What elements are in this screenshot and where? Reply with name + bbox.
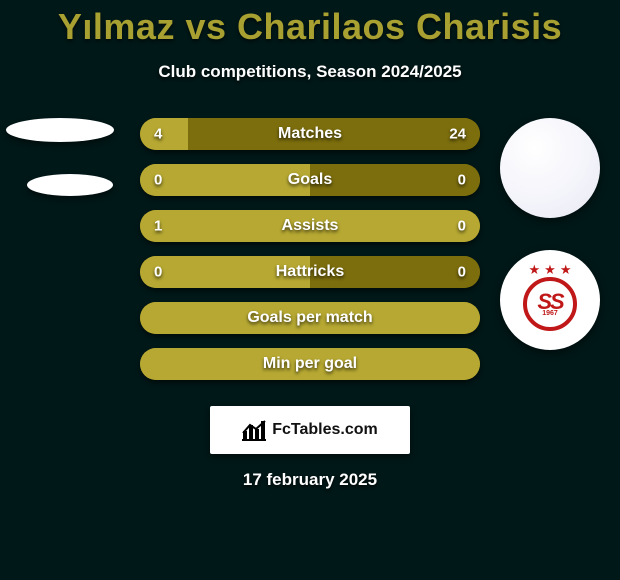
- club-badge: ★★★ SS 1967: [500, 250, 600, 350]
- stat-label: Matches: [278, 125, 342, 143]
- stat-row: 0 0 Goals: [140, 164, 480, 196]
- stat-value-left: 0: [154, 264, 162, 281]
- player-avatar-placeholder: [6, 118, 114, 142]
- stat-value-left: 0: [154, 172, 162, 189]
- stat-label: Goals per match: [247, 309, 372, 327]
- stat-row: Goals per match: [140, 302, 480, 334]
- badge-shield: SS 1967: [523, 277, 577, 331]
- left-player-column: [0, 118, 120, 196]
- stat-label: Goals: [288, 171, 332, 189]
- brand-logo[interactable]: FcTables.com: [210, 406, 410, 454]
- club-avatar-placeholder: [27, 174, 113, 196]
- date-label: 17 february 2025: [0, 470, 620, 490]
- stat-value-right: 24: [449, 126, 466, 143]
- page-title: Yılmaz vs Charilaos Charisis: [0, 0, 620, 48]
- stat-value-right: 0: [458, 264, 466, 281]
- comparison-area: 4 24 Matches 0 0 Goals 1 0 Assists 0 0 Hattricks Goa…: [0, 118, 620, 398]
- right-player-column: ★★★ SS 1967: [490, 118, 610, 350]
- brand-name: FcTables.com: [272, 421, 378, 439]
- stat-row: 0 0 Hattricks: [140, 256, 480, 288]
- stat-value-left: 1: [154, 218, 162, 235]
- stat-row: Min per goal: [140, 348, 480, 380]
- stat-label: Assists: [282, 217, 339, 235]
- stat-row: 1 0 Assists: [140, 210, 480, 242]
- stat-value-right: 0: [458, 172, 466, 189]
- chart-icon: [242, 419, 266, 441]
- stat-fill-left: [140, 164, 310, 196]
- stat-value-left: 4: [154, 126, 162, 143]
- badge-year: 1967: [542, 310, 558, 317]
- badge-stars: ★★★: [529, 262, 572, 278]
- subtitle: Club competitions, Season 2024/2025: [0, 62, 620, 82]
- stat-row: 4 24 Matches: [140, 118, 480, 150]
- stat-fill-left: [140, 118, 188, 150]
- stat-label: Min per goal: [263, 355, 357, 373]
- stats-bars: 4 24 Matches 0 0 Goals 1 0 Assists 0 0 Hattricks Goa…: [140, 118, 480, 380]
- stat-fill-right: [310, 164, 480, 196]
- stat-value-right: 0: [458, 218, 466, 235]
- stat-label: Hattricks: [276, 263, 344, 281]
- player-avatar-placeholder: [500, 118, 600, 218]
